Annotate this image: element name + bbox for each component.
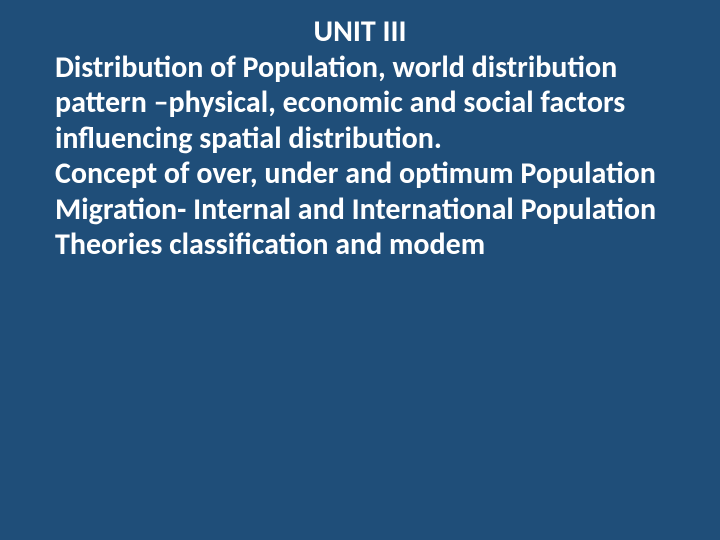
body-line-1: Distribution of Population, world distri… — [55, 50, 665, 156]
body-line-3: Migration- Internal and International Po… — [55, 192, 665, 227]
unit-title: UNIT III — [55, 14, 665, 50]
body-line-4: Theories classification and modem — [55, 227, 665, 262]
slide: UNIT III Distribution of Population, wor… — [0, 0, 720, 540]
body-line-2: Concept of over, under and optimum Popul… — [55, 156, 665, 191]
